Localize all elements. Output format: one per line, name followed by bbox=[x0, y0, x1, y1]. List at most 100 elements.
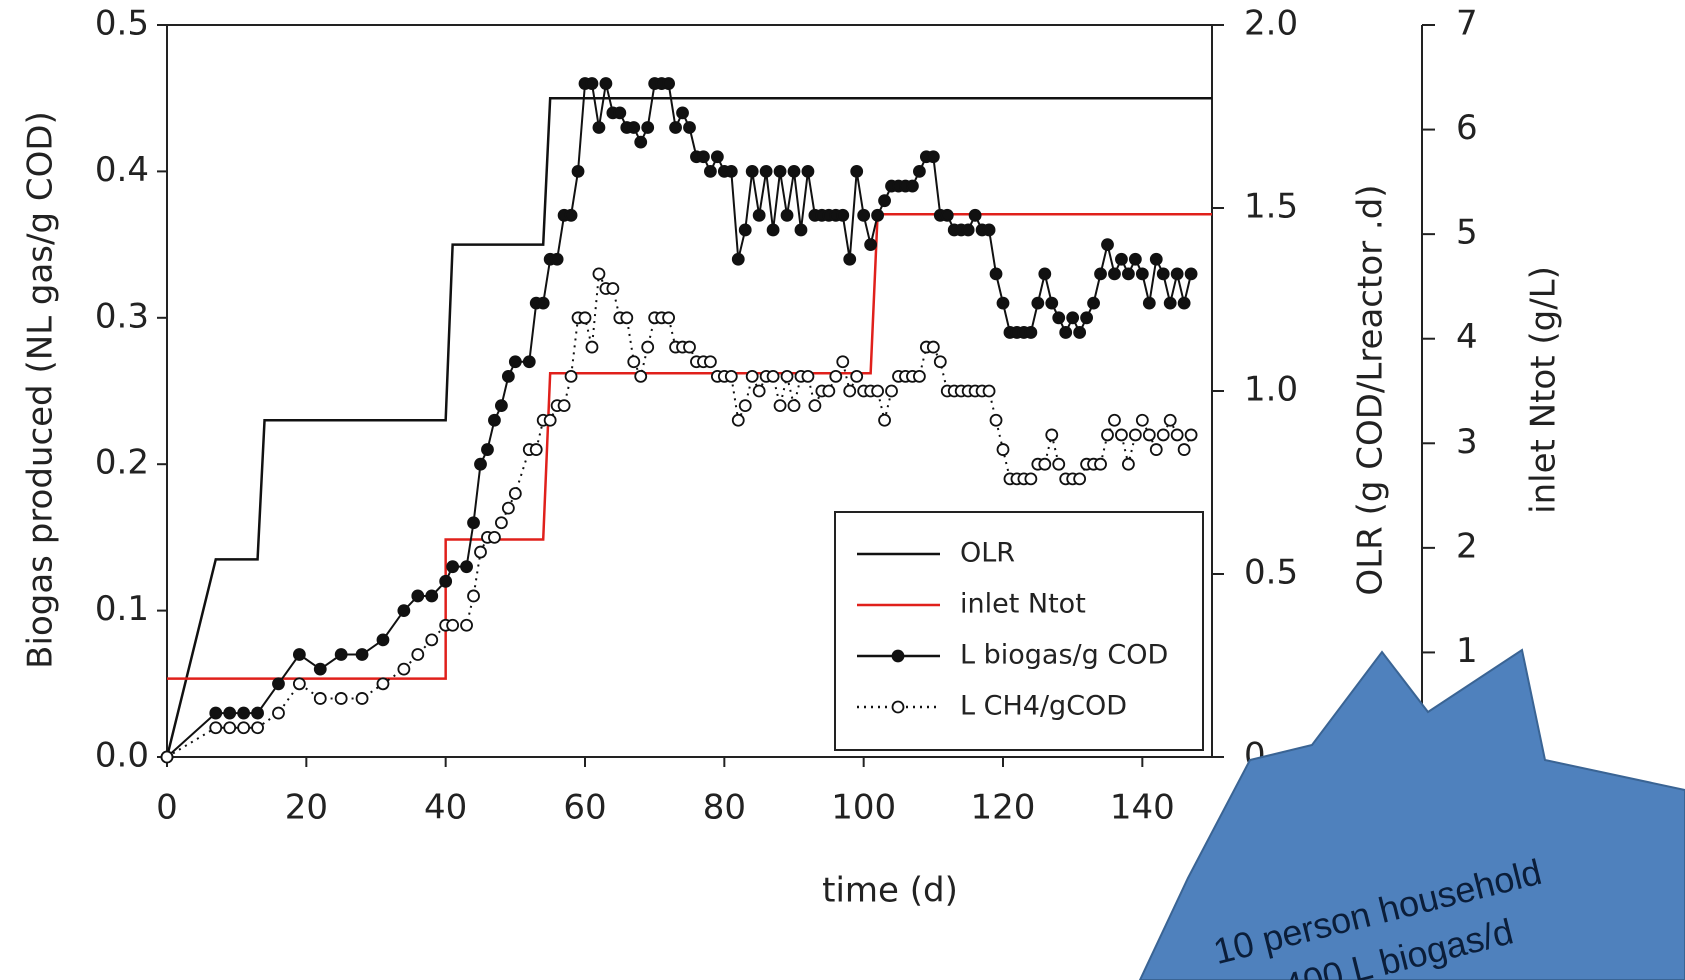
data-point bbox=[669, 121, 682, 134]
data-point bbox=[989, 413, 1003, 427]
y2-axis-label: OLR (g COD/Lreactor .d) bbox=[1351, 184, 1391, 595]
data-point bbox=[550, 252, 564, 266]
y2-tick-label: 1.5 bbox=[1244, 187, 1298, 227]
data-point bbox=[1184, 267, 1198, 281]
data-point bbox=[1142, 296, 1156, 310]
data-point bbox=[313, 692, 327, 705]
data-point bbox=[1038, 267, 1052, 281]
data-point bbox=[1031, 296, 1045, 310]
y-tick-label: 0.2 bbox=[95, 443, 149, 483]
data-point bbox=[522, 355, 536, 369]
data-point bbox=[292, 677, 306, 691]
data-point bbox=[160, 750, 174, 764]
y3-tick-label: 5 bbox=[1456, 213, 1478, 253]
data-point bbox=[641, 121, 655, 134]
data-point bbox=[1122, 267, 1135, 281]
data-point bbox=[606, 282, 620, 295]
data-point bbox=[759, 164, 773, 178]
data-point bbox=[697, 150, 710, 164]
data-point bbox=[557, 399, 571, 413]
data-point bbox=[488, 531, 501, 544]
data-point bbox=[1108, 267, 1121, 281]
data-point bbox=[460, 618, 473, 632]
x-tick-label: 20 bbox=[285, 788, 328, 828]
data-point bbox=[808, 399, 822, 413]
data-point bbox=[1115, 428, 1128, 442]
data-point bbox=[1066, 311, 1080, 325]
data-point bbox=[1128, 428, 1142, 442]
y2-tick-label: 2.0 bbox=[1244, 4, 1298, 44]
y-tick-label: 0.4 bbox=[95, 150, 149, 190]
data-point bbox=[251, 706, 264, 720]
data-point bbox=[926, 150, 940, 164]
data-point bbox=[829, 369, 843, 383]
y3-axis-label: inlet Ntot (g/L) bbox=[1524, 266, 1564, 514]
data-point bbox=[843, 384, 857, 398]
x-tick-label: 100 bbox=[831, 788, 896, 828]
data-point bbox=[627, 355, 641, 369]
data-point bbox=[425, 589, 439, 603]
callout-star bbox=[1138, 648, 1685, 980]
data-point bbox=[1045, 428, 1059, 442]
data-point bbox=[996, 296, 1010, 310]
data-point bbox=[1156, 267, 1170, 281]
data-point bbox=[474, 545, 487, 559]
data-point bbox=[209, 706, 223, 720]
data-point bbox=[787, 399, 801, 413]
data-point bbox=[1101, 428, 1114, 442]
data-point bbox=[1128, 252, 1142, 266]
data-point bbox=[683, 121, 696, 134]
data-point bbox=[1163, 413, 1177, 427]
data-point bbox=[850, 164, 864, 178]
data-point bbox=[1073, 472, 1087, 486]
data-point bbox=[501, 369, 515, 383]
data-point bbox=[1170, 428, 1184, 442]
data-point bbox=[1170, 267, 1184, 281]
data-point bbox=[766, 369, 780, 383]
data-point bbox=[704, 164, 717, 178]
data-point bbox=[1122, 457, 1135, 471]
data-point bbox=[780, 208, 794, 222]
x-tick-label: 80 bbox=[703, 788, 746, 828]
data-point bbox=[251, 721, 264, 735]
data-point bbox=[446, 560, 460, 574]
data-point bbox=[724, 164, 738, 178]
data-point bbox=[857, 208, 871, 222]
data-point bbox=[738, 223, 752, 237]
data-point bbox=[738, 399, 752, 413]
data-point bbox=[1073, 326, 1087, 339]
data-point bbox=[585, 77, 599, 90]
data-point bbox=[292, 648, 306, 661]
data-point bbox=[787, 164, 801, 178]
data-point bbox=[982, 223, 996, 237]
data-point bbox=[766, 223, 780, 237]
data-point bbox=[209, 721, 223, 735]
data-point bbox=[223, 706, 237, 720]
data-point bbox=[634, 135, 648, 149]
data-point bbox=[850, 369, 864, 383]
data-point bbox=[864, 238, 878, 252]
legend-label: L CH4/gCOD bbox=[960, 691, 1127, 722]
data-point bbox=[1052, 457, 1066, 471]
data-point bbox=[508, 355, 522, 369]
data-point bbox=[488, 413, 501, 427]
data-point bbox=[592, 267, 606, 281]
data-point bbox=[1094, 457, 1107, 471]
series-line bbox=[165, 96, 1212, 758]
data-point bbox=[272, 706, 285, 720]
data-point bbox=[1149, 443, 1163, 456]
data-point bbox=[627, 121, 641, 134]
data-point bbox=[494, 399, 508, 413]
legend: OLR inlet Ntot L biogas/g COD L CH4/gCOD bbox=[834, 511, 1204, 751]
y2-tick-label: 0.5 bbox=[1244, 553, 1298, 593]
data-point bbox=[731, 252, 745, 266]
data-point bbox=[843, 252, 857, 266]
y-axis-label: Biogas produced (NL gas/g COD) bbox=[21, 111, 61, 669]
data-point bbox=[752, 208, 766, 222]
data-point bbox=[745, 369, 759, 383]
data-point bbox=[1024, 326, 1038, 339]
data-point bbox=[836, 355, 850, 369]
data-point bbox=[536, 296, 550, 310]
data-point bbox=[1177, 296, 1191, 310]
